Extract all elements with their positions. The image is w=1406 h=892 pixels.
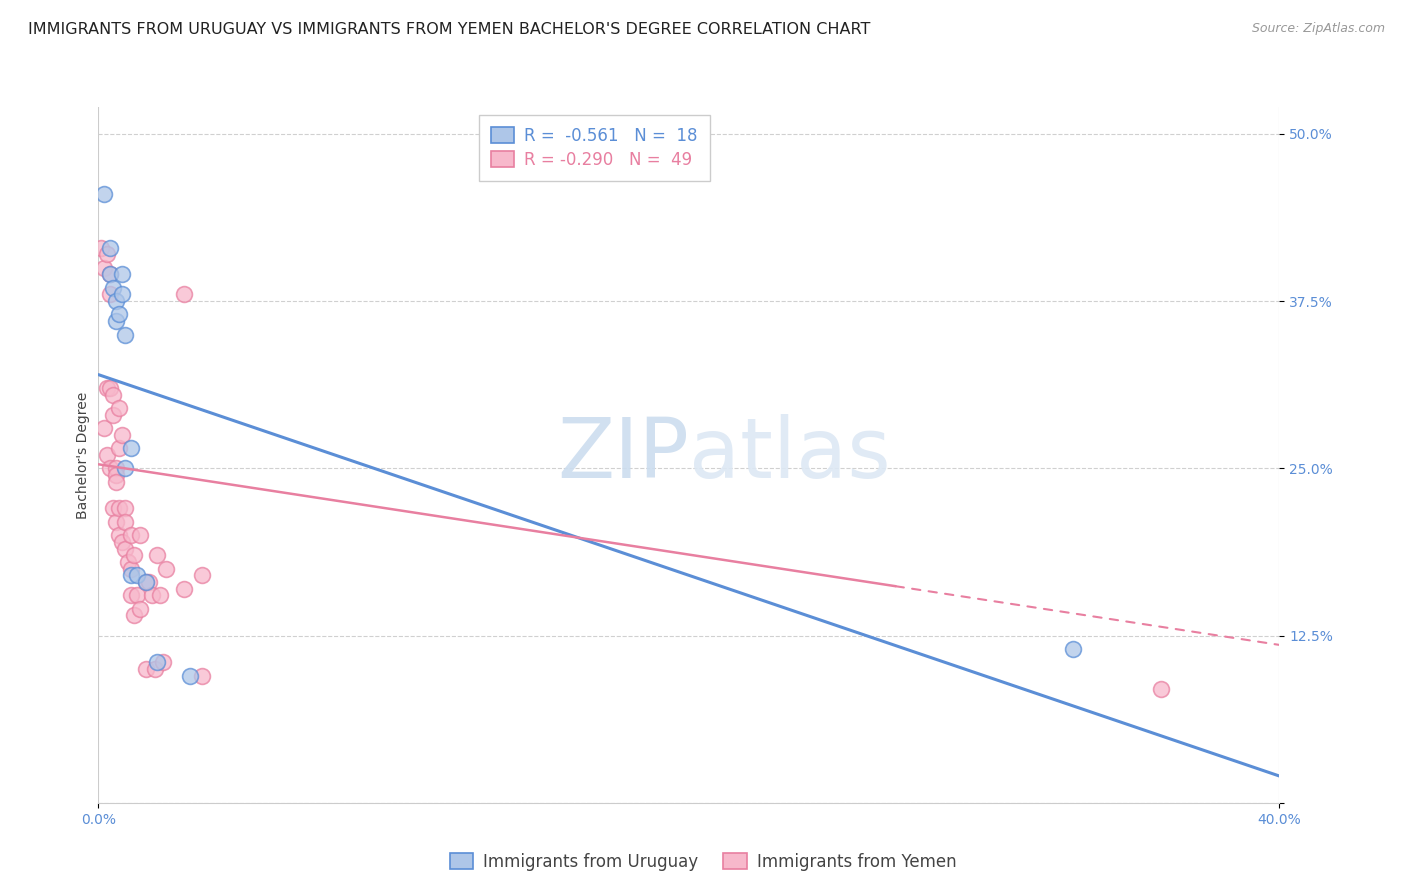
Point (143, 662, 166, 676)
Point (135, 575, 157, 590)
Point (120, 528, 142, 542)
Point (117, 555, 139, 569)
Point (111, 268, 134, 282)
Point (120, 589, 142, 603)
Point (108, 501, 131, 516)
Point (179, 669, 201, 683)
Point (120, 442, 142, 456)
Point (105, 468, 128, 483)
Point (152, 655, 174, 669)
Point (103, 281, 125, 295)
Point (128, 528, 150, 542)
Point (103, 501, 125, 516)
Point (173, 582, 195, 596)
Point (93, 421, 115, 435)
Point (98, 268, 121, 282)
Point (128, 602, 150, 616)
Point (135, 662, 157, 676)
Point (111, 428, 134, 442)
Point (98, 287, 121, 301)
Text: atlas: atlas (689, 415, 890, 495)
Point (105, 475, 128, 489)
Point (138, 575, 160, 590)
Point (122, 548, 145, 563)
Point (114, 327, 136, 342)
Point (146, 655, 169, 669)
Point (108, 401, 131, 416)
Point (114, 501, 136, 516)
Point (120, 562, 142, 576)
Point (93, 187, 115, 202)
Point (155, 562, 177, 576)
Point (108, 307, 131, 322)
Text: ZIP: ZIP (557, 415, 689, 495)
Point (108, 442, 131, 456)
Point (1062, 642, 1084, 657)
Point (114, 461, 136, 475)
Point (191, 669, 214, 683)
Point (98, 381, 121, 395)
Point (125, 589, 148, 603)
Point (96, 247, 118, 261)
Point (114, 541, 136, 556)
Point (141, 589, 163, 603)
Point (90, 241, 112, 255)
Point (105, 294, 128, 309)
Point (120, 568, 142, 582)
Point (105, 515, 128, 529)
Point (122, 608, 145, 623)
Point (105, 314, 128, 328)
Point (1150, 681, 1173, 696)
Point (98, 241, 121, 255)
Legend: Immigrants from Uruguay, Immigrants from Yemen: Immigrants from Uruguay, Immigrants from… (441, 845, 965, 880)
Point (98, 268, 121, 282)
Point (96, 381, 118, 395)
Point (96, 448, 118, 462)
Legend: R =  -0.561   N =  18, R = -0.290   N =  49: R = -0.561 N = 18, R = -0.290 N = 49 (479, 115, 710, 180)
Y-axis label: Bachelor's Degree: Bachelor's Degree (76, 392, 90, 518)
Point (93, 260, 115, 275)
Point (146, 548, 169, 563)
Point (149, 589, 172, 603)
Text: Source: ZipAtlas.com: Source: ZipAtlas.com (1251, 22, 1385, 36)
Point (111, 287, 134, 301)
Point (173, 287, 195, 301)
Point (125, 568, 148, 582)
Point (191, 568, 214, 582)
Point (111, 535, 134, 549)
Point (114, 515, 136, 529)
Text: IMMIGRANTS FROM URUGUAY VS IMMIGRANTS FROM YEMEN BACHELOR'S DEGREE CORRELATION C: IMMIGRANTS FROM URUGUAY VS IMMIGRANTS FR… (28, 22, 870, 37)
Point (103, 408, 125, 422)
Point (105, 461, 128, 475)
Point (135, 575, 157, 590)
Point (108, 528, 131, 542)
Point (98, 461, 121, 475)
Point (103, 388, 125, 402)
